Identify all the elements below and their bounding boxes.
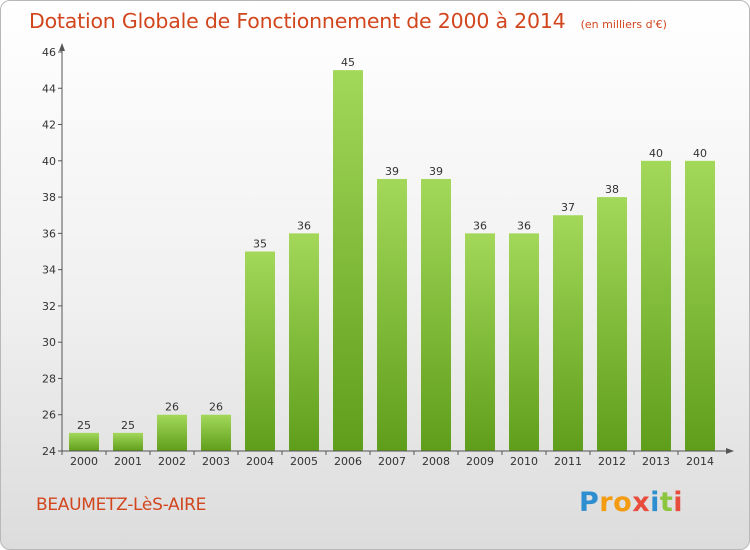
x-tick-label-2011: 2011 [554,455,582,468]
value-label-2001: 25 [121,419,135,432]
bar-2009 [465,233,495,451]
y-tick-label-26: 26 [42,409,56,422]
bar-2005 [289,233,319,451]
x-tick-label-2001: 2001 [114,455,142,468]
x-tick-label-2007: 2007 [378,455,406,468]
bar-2003 [201,414,231,451]
x-tick-label-2012: 2012 [598,455,626,468]
x-tick-label-2014: 2014 [686,455,714,468]
logo-letter: r [599,487,614,518]
value-label-2004: 35 [253,238,267,251]
bar-2001 [113,432,143,451]
y-tick-label-24: 24 [42,445,56,458]
value-label-2006: 45 [341,56,355,69]
x-tick-label-2006: 2006 [334,455,362,468]
commune-name: BEAUMETZ-LèS-AIRE [36,495,207,515]
proxiti-logo: Proxiti [579,487,683,518]
logo-letter: x [632,487,651,518]
value-label-2007: 39 [385,165,399,178]
value-label-2009: 36 [473,219,487,232]
y-tick-label-44: 44 [42,82,56,95]
value-label-2012: 38 [605,183,619,196]
bar-2002 [157,414,187,451]
chart-subtitle: (en milliers d'€) [580,18,667,31]
x-tick-label-2003: 2003 [202,455,230,468]
value-label-2008: 39 [429,165,443,178]
y-tick-label-34: 34 [42,264,56,277]
logo-letter: o [613,487,633,518]
bars-group: 25 25 26 26 35 36 45 39 39 36 36 37 38 40 40 [69,56,715,452]
logo-letter: P [579,487,600,518]
y-tick-label-32: 32 [42,300,56,313]
y-tick-label-42: 42 [42,119,56,132]
x-axis-arrow [726,448,734,454]
y-tick-label-40: 40 [42,155,56,168]
bar-2012 [597,197,627,451]
logo-letter: i [673,487,684,518]
x-tick-label-2000: 2000 [70,455,98,468]
logo-letter: t [659,487,674,518]
title-row: Dotation Globale de Fonctionnement de 20… [29,9,667,33]
y-tick-label-46: 46 [42,46,56,59]
x-tick-label-2008: 2008 [422,455,450,468]
x-tick-label-2002: 2002 [158,455,186,468]
value-label-2000: 25 [77,419,91,432]
x-tick-label-2009: 2009 [466,455,494,468]
value-label-2013: 40 [649,147,663,160]
bar-2013 [641,160,671,451]
x-tick-label-2005: 2005 [290,455,318,468]
value-label-2003: 26 [209,401,223,414]
y-tick-label-36: 36 [42,227,56,240]
y-tick-label-38: 38 [42,191,56,204]
value-label-2010: 36 [517,219,531,232]
bar-2008 [421,178,451,452]
bar-2007 [377,178,407,452]
x-tick-label-2010: 2010 [510,455,538,468]
y-tick-label-30: 30 [42,336,56,349]
bar-2004 [245,251,275,451]
bar-2011 [553,215,583,451]
bar-2010 [509,233,539,451]
value-label-2002: 26 [165,401,179,414]
x-tick-label-2004: 2004 [246,455,274,468]
x-tick-label-2013: 2013 [642,455,670,468]
value-label-2014: 40 [693,147,707,160]
y-tick-label-28: 28 [42,372,56,385]
axes-group: 2000 2001 2002 2003 2004 2005 2006 2007 2008 2009… [42,43,734,468]
bar-2000 [69,432,99,451]
bar-2006 [333,70,363,452]
logo-letter: i [650,487,660,518]
value-label-2011: 37 [561,201,575,214]
value-label-2005: 36 [297,219,311,232]
y-axis-arrow [59,43,65,51]
chart-title: Dotation Globale de Fonctionnement de 20… [29,9,566,33]
bar-2014 [685,160,715,451]
